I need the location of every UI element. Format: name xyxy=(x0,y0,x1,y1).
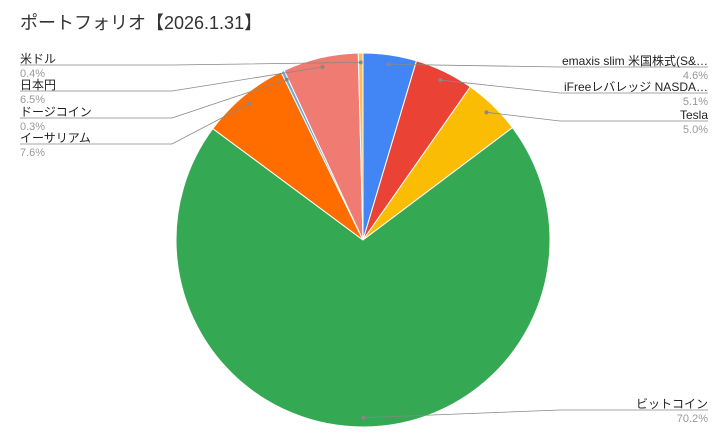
data-label: 0.4% xyxy=(20,68,45,80)
pie-slice xyxy=(175,126,551,428)
leader-dot xyxy=(358,60,363,65)
data-label: 70.2% xyxy=(677,413,708,425)
leader-dot xyxy=(247,101,252,106)
data-label: 4.6% xyxy=(683,70,708,82)
leader-line xyxy=(440,79,708,94)
leader-line xyxy=(363,409,708,419)
data-label: 6.5% xyxy=(20,94,45,106)
pie-slice xyxy=(357,52,364,241)
leader-line xyxy=(20,79,287,119)
leader-dot xyxy=(284,77,289,82)
legend-label: emaxis slim 米国株式(S&… xyxy=(562,53,708,68)
legend-label: 米ドル xyxy=(20,52,56,66)
data-label: 5.1% xyxy=(683,96,708,108)
data-label: 7.6% xyxy=(20,147,45,159)
leader-line xyxy=(20,66,323,92)
leader-line xyxy=(388,63,708,68)
leader-dot xyxy=(438,78,443,83)
leader-dot xyxy=(361,415,366,420)
data-label: 5.0% xyxy=(683,124,708,136)
legend-label: イーサリアム xyxy=(20,131,91,145)
chart-title: ポートフォリオ【2026.1.31】 xyxy=(20,13,262,33)
data-label: 0.3% xyxy=(20,121,45,133)
leader-dot xyxy=(320,65,325,70)
leader-line xyxy=(486,111,708,122)
legend-label: iFreeレバレッジ NASDA… xyxy=(564,80,708,94)
leader-line xyxy=(20,102,250,145)
legend-label: ドージコイン xyxy=(20,105,92,119)
legend-label: Tesla xyxy=(680,108,708,122)
legend-label: ビットコイン xyxy=(636,397,708,411)
legend-label: 日本円 xyxy=(20,78,56,92)
leader-dot xyxy=(386,62,391,67)
leader-dot xyxy=(484,110,489,115)
leader-line xyxy=(20,61,361,66)
